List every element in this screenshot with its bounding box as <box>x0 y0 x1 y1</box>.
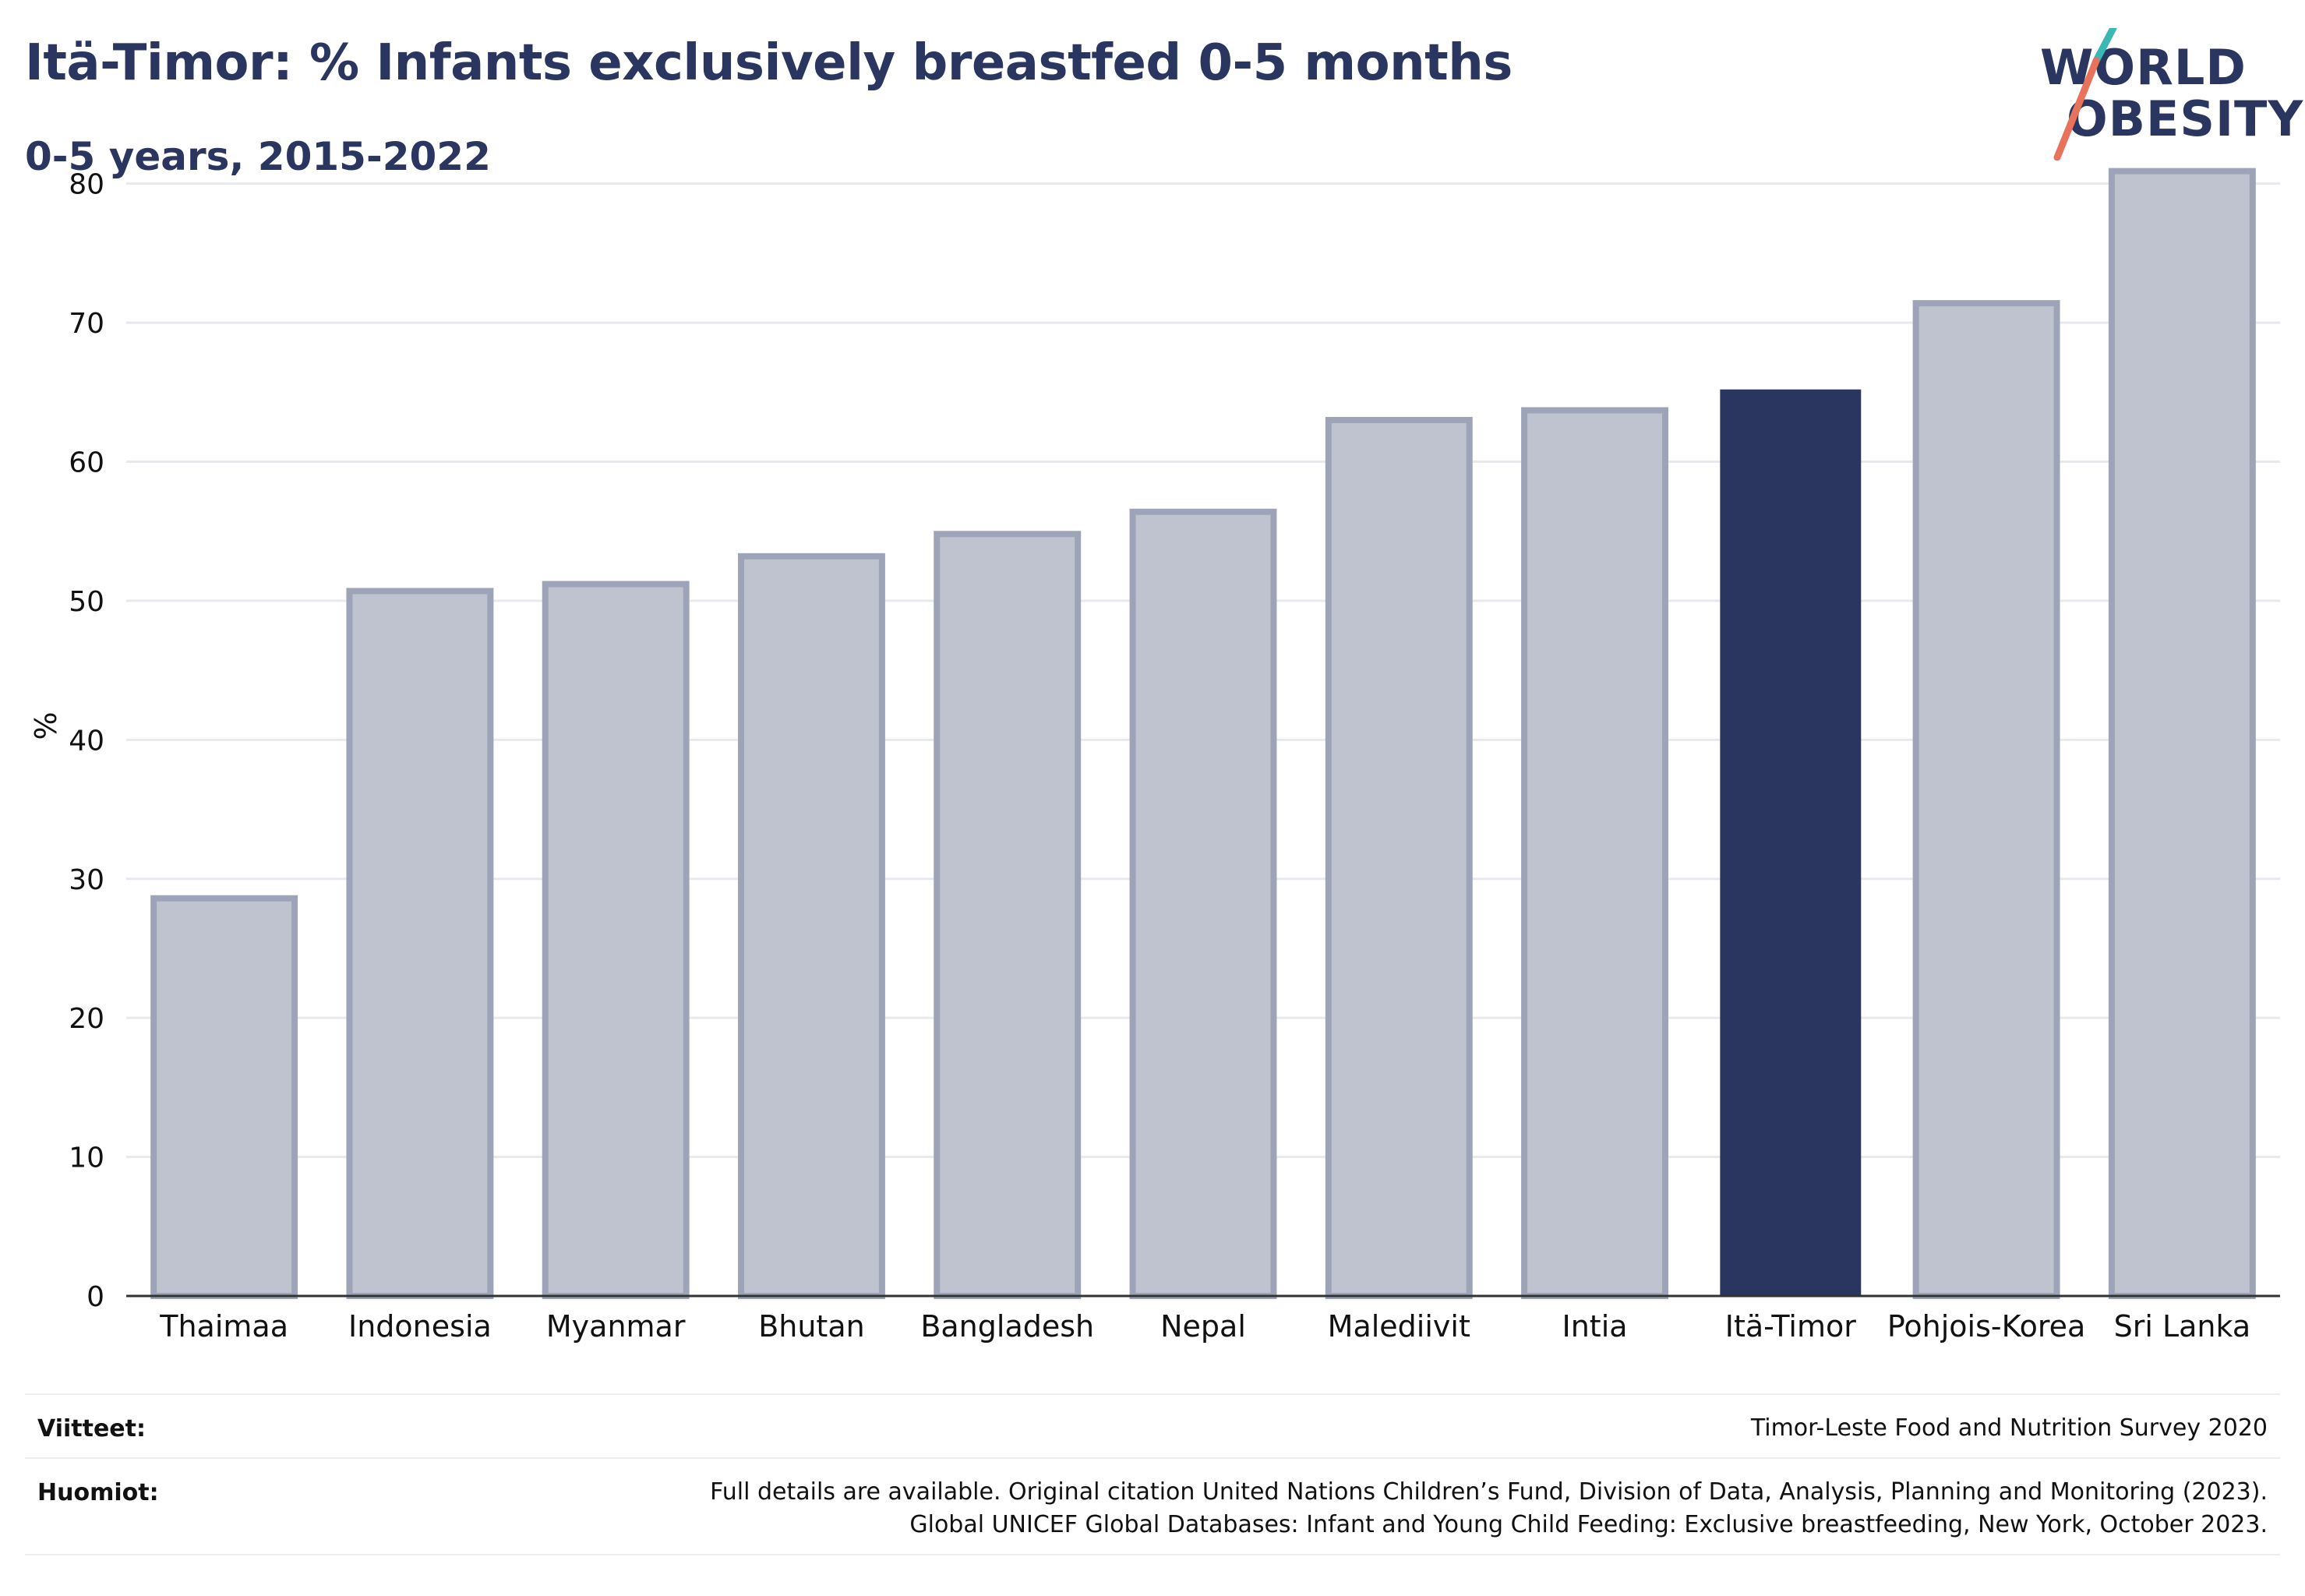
x-tick-label: Myanmar <box>546 1309 686 1344</box>
y-tick-label: 0 <box>86 1281 104 1313</box>
bars <box>150 168 2256 1299</box>
x-axis: Thaimaa Indonesia Myanmar Bhutan Bangladesh N… <box>126 1294 2280 1344</box>
y-tick-label: 80 <box>69 169 104 201</box>
notes-line-1: Full details are available. Original cit… <box>710 1478 2268 1506</box>
bar-thaimaa <box>150 895 298 1299</box>
bar-bhutan <box>737 553 885 1299</box>
y-tick-label: 70 <box>69 308 104 340</box>
world-obesity-logo: WORLD OBESITY <box>2026 28 2303 161</box>
y-axis: 0 10 20 30 40 50 60 70 80 <box>69 169 104 1313</box>
y-axis-label: % <box>29 711 63 740</box>
x-tick-label: Sri Lanka <box>2114 1309 2251 1344</box>
bar-malediivit <box>1325 416 1473 1299</box>
notes-label: Huomiot: <box>37 1479 159 1506</box>
x-tick-label: Bangladesh <box>920 1309 1094 1344</box>
sources-text: Timor-Leste Food and Nutrition Survey 20… <box>1750 1414 2268 1442</box>
bar-nepal <box>1129 508 1277 1299</box>
y-tick-label: 50 <box>69 586 104 618</box>
bar-itä-timor <box>1720 389 1862 1296</box>
y-tick-label: 40 <box>69 725 104 757</box>
bar-pohjois-korea <box>1912 300 2060 1299</box>
logo-slash-icon <box>2053 28 2117 161</box>
bar-intia <box>1521 407 1669 1299</box>
bar-sri-lanka <box>2108 168 2256 1299</box>
footer-divider-middle <box>25 1457 2280 1459</box>
chart-title: Itä-Timor: % Infants exclusively breastf… <box>25 34 1513 92</box>
x-tick-label: Bhutan <box>758 1309 865 1344</box>
footer-divider-bottom <box>25 1554 2280 1555</box>
chart-subtitle: 0-5 years, 2015-2022 <box>25 134 491 179</box>
x-tick-label: Thaimaa <box>159 1309 288 1344</box>
bar-myanmar <box>542 581 690 1299</box>
x-tick-label: Pohjois-Korea <box>1887 1309 2086 1344</box>
x-tick-label: Itä-Timor <box>1725 1309 1856 1344</box>
y-tick-label: 10 <box>69 1142 104 1174</box>
x-tick-label: Intia <box>1562 1309 1628 1344</box>
y-tick-label: 20 <box>69 1003 104 1035</box>
logo-word-obesity: OBESITY <box>2067 90 2304 147</box>
bar-bangladesh <box>934 531 1082 1299</box>
x-tick-label: Nepal <box>1160 1309 1246 1344</box>
x-tick-label: Malediivit <box>1328 1309 1470 1344</box>
sources-label: Viitteet: <box>37 1415 146 1442</box>
x-tick-label: Indonesia <box>348 1309 492 1344</box>
y-tick-label: 30 <box>69 864 104 896</box>
logo-word-world: WORLD <box>2040 39 2247 96</box>
y-tick-label: 60 <box>69 447 104 479</box>
bar-indonesia <box>346 588 494 1299</box>
notes-line-2: Global UNICEF Global Databases: Infant a… <box>909 1511 2268 1538</box>
footer-divider-top <box>25 1393 2280 1395</box>
notes-text: Full details are available. Original cit… <box>710 1476 2268 1541</box>
